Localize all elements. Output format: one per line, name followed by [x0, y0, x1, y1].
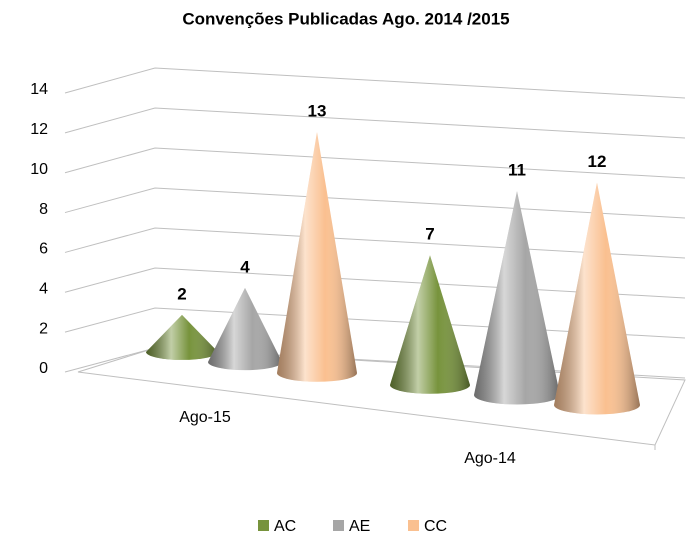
chart-title: Convenções Publicadas Ago. 2014 /2015 — [182, 9, 509, 28]
data-label: 12 — [588, 152, 607, 171]
data-label: 7 — [425, 225, 434, 244]
legend-label: AC — [274, 518, 296, 535]
x-tick-label: Ago-14 — [464, 450, 516, 467]
y-tick-label: 4 — [39, 281, 48, 298]
data-label: 4 — [240, 257, 250, 276]
legend-label: CC — [424, 518, 447, 535]
grid-line — [64, 107, 686, 139]
y-tick-label: 10 — [30, 161, 48, 178]
x-tick-label: Ago-15 — [179, 409, 231, 426]
data-label: 2 — [177, 284, 186, 303]
cone-shade — [474, 191, 560, 405]
legend-label: AE — [349, 518, 370, 535]
floor — [77, 347, 686, 446]
legend-swatch — [408, 520, 419, 531]
cone-shade — [554, 182, 640, 415]
y-tick-label: 0 — [39, 360, 48, 377]
data-label: 13 — [308, 102, 327, 121]
cone-shade — [390, 255, 470, 394]
y-tick-label: 14 — [30, 81, 48, 98]
grid-line — [64, 147, 686, 179]
cone-shade — [277, 132, 357, 382]
legend-swatch — [258, 520, 269, 531]
data-label: 11 — [508, 161, 526, 180]
cone-shade — [208, 287, 282, 371]
y-tick-label: 8 — [39, 201, 48, 218]
y-tick-label: 6 — [39, 241, 48, 258]
y-tick-label: 12 — [30, 121, 48, 138]
cone-shade — [146, 314, 218, 360]
legend-swatch — [333, 520, 344, 531]
y-tick-label: 2 — [39, 320, 48, 337]
grid-line — [64, 67, 686, 99]
grid-line — [64, 187, 686, 219]
